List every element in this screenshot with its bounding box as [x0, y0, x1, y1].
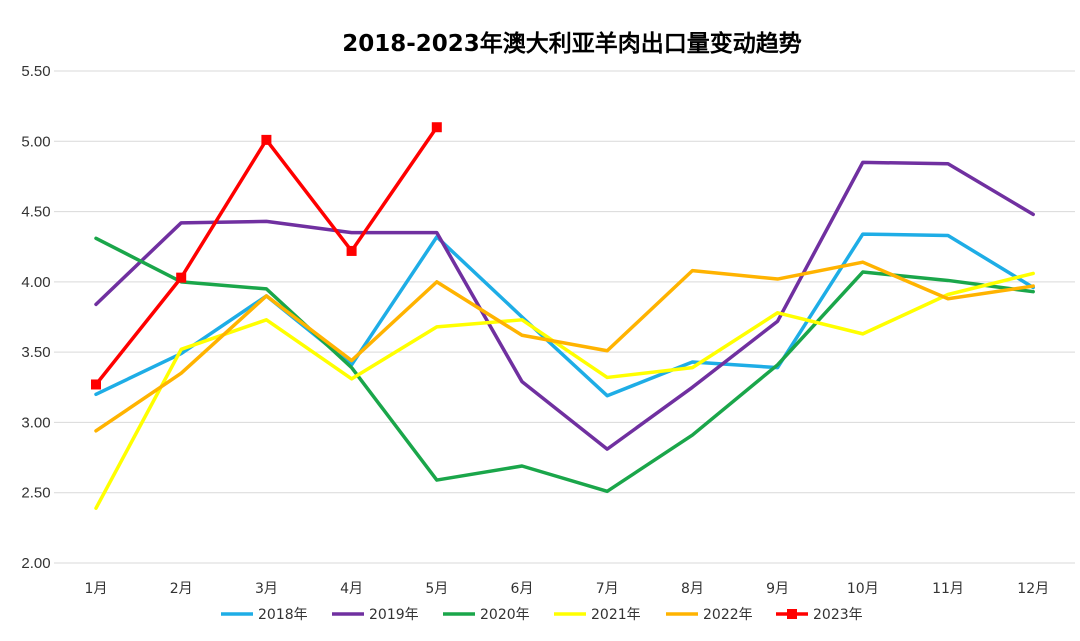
x-tick-label: 2月	[170, 581, 193, 597]
y-tick-label: 4.50	[21, 204, 50, 221]
y-axis-ticks: 2.00 2.50 3.00 3.50 4.00 4.50 5.00 5.50	[21, 63, 50, 572]
data-point-marker	[176, 272, 187, 283]
chart-title: 2018-2023年澳大利亚羊肉出口量变动趋势	[342, 30, 802, 57]
y-tick-label: 2.50	[21, 485, 50, 502]
legend-label: 2022年	[703, 607, 753, 623]
data-point-marker	[91, 379, 101, 390]
y-tick-label: 4.00	[21, 274, 50, 291]
x-tick-label: 4月	[340, 581, 363, 597]
x-tick-label: 7月	[596, 581, 619, 597]
gridlines	[54, 70, 1075, 564]
series-2022年	[94, 260, 1035, 433]
series-line	[94, 160, 1035, 451]
series-2021年	[94, 271, 1035, 510]
legend-label: 2019年	[369, 607, 419, 623]
series-line	[94, 232, 1035, 398]
data-point-marker	[431, 122, 442, 133]
series-2023年	[91, 122, 442, 390]
series-2019年	[94, 160, 1035, 451]
legend-label: 2018年	[258, 607, 308, 623]
x-tick-label: 12月	[1017, 581, 1049, 597]
y-tick-label: 3.00	[21, 414, 50, 431]
y-tick-label: 5.50	[21, 63, 50, 80]
legend-item: 2019年	[332, 607, 419, 623]
series-2018年	[94, 232, 1035, 398]
x-tick-label: 1月	[85, 581, 108, 597]
x-tick-label: 5月	[425, 581, 448, 597]
x-tick-label: 8月	[681, 581, 704, 597]
legend-item: 2022年	[666, 607, 753, 623]
legend: 2018年 2019年 2020年 2021年 2022年 2023年	[221, 607, 863, 623]
x-axis-ticks: 1月 2月 3月 4月 5月 6月 7月 8月 9月 10月 11月 12月	[85, 581, 1050, 597]
legend-item: 2018年	[221, 607, 308, 623]
y-tick-label: 2.00	[21, 555, 50, 572]
legend-item: 2020年	[443, 607, 530, 623]
series-line	[94, 260, 1035, 433]
x-tick-label: 9月	[766, 581, 789, 597]
x-tick-label: 10月	[847, 581, 879, 597]
legend-label: 2021年	[591, 607, 641, 623]
y-tick-label: 3.50	[21, 344, 50, 361]
x-tick-label: 6月	[511, 581, 534, 597]
legend-label: 2020年	[480, 607, 530, 623]
series-line	[94, 271, 1035, 510]
series-2020年	[94, 236, 1035, 494]
legend-marker	[787, 609, 797, 619]
data-point-marker	[346, 245, 357, 256]
legend-label: 2023年	[813, 607, 863, 623]
x-tick-label: 11月	[932, 581, 964, 597]
data-point-marker	[261, 134, 272, 145]
series-line	[94, 236, 1035, 494]
series-lines	[91, 122, 1035, 510]
x-tick-label: 3月	[255, 581, 278, 597]
legend-item: 2021年	[554, 607, 641, 623]
y-tick-label: 5.00	[21, 133, 50, 150]
legend-item: 2023年	[776, 607, 863, 623]
